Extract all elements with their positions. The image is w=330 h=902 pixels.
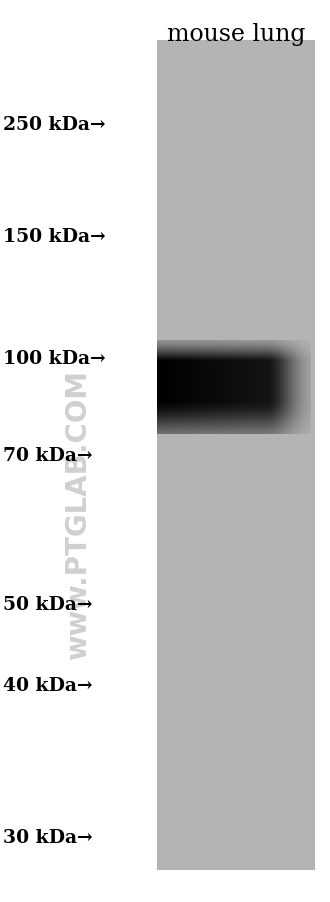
Text: 40 kDa→: 40 kDa→ xyxy=(3,676,93,695)
Text: mouse lung: mouse lung xyxy=(167,23,305,45)
Text: 250 kDa→: 250 kDa→ xyxy=(3,115,106,133)
Text: 50 kDa→: 50 kDa→ xyxy=(3,595,93,613)
Text: 100 kDa→: 100 kDa→ xyxy=(3,350,106,368)
Text: 70 kDa→: 70 kDa→ xyxy=(3,446,93,465)
Text: 150 kDa→: 150 kDa→ xyxy=(3,227,106,245)
Text: 30 kDa→: 30 kDa→ xyxy=(3,828,93,846)
Text: www.PTGLAB.COM: www.PTGLAB.COM xyxy=(64,369,91,659)
Bar xyxy=(157,41,315,870)
